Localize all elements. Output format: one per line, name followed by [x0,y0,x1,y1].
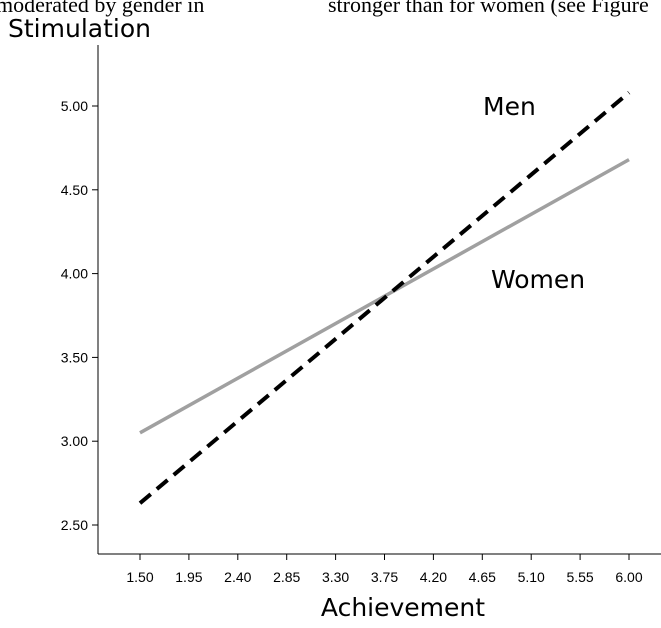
y-tick-label: 4.00 [61,266,88,282]
x-tick-label: 1.50 [126,569,153,585]
series-line-men [138,91,631,505]
y-tick-label: 2.50 [61,517,88,533]
y-ticks: 2.50 3.00 3.50 4.00 4.50 5.00 [61,98,98,533]
series-label-women: Women [491,265,585,294]
x-ticks: 1.50 1.95 2.40 2.85 3.30 3.75 4.20 4.65 5.10 5.55… [126,554,643,585]
x-tick-label: 4.20 [420,569,447,585]
y-tick-label: 4.50 [61,182,88,198]
series-label-men: Men [483,92,536,121]
y-tick-label: 3.00 [61,433,88,449]
x-tick-label: 2.40 [224,569,251,585]
chart-title: Stimulation [8,14,151,43]
header-clip-left: moderated by gender in [0,0,204,17]
series-lines [138,91,631,505]
x-tick-label: 1.95 [175,569,202,585]
y-tick-label: 5.00 [61,98,88,114]
y-tick-label: 3.50 [61,349,88,365]
x-tick-label: 2.85 [273,569,300,585]
x-tick-label: 5.55 [566,569,593,585]
x-axis-label: Achievement [321,593,485,622]
x-tick-label: 3.30 [322,569,349,585]
header-clip-right: stronger than for women (see Figure [328,0,649,17]
x-tick-label: 6.00 [615,569,642,585]
x-tick-label: 3.75 [371,569,398,585]
x-tick-label: 4.65 [469,569,496,585]
x-tick-label: 5.10 [518,569,545,585]
